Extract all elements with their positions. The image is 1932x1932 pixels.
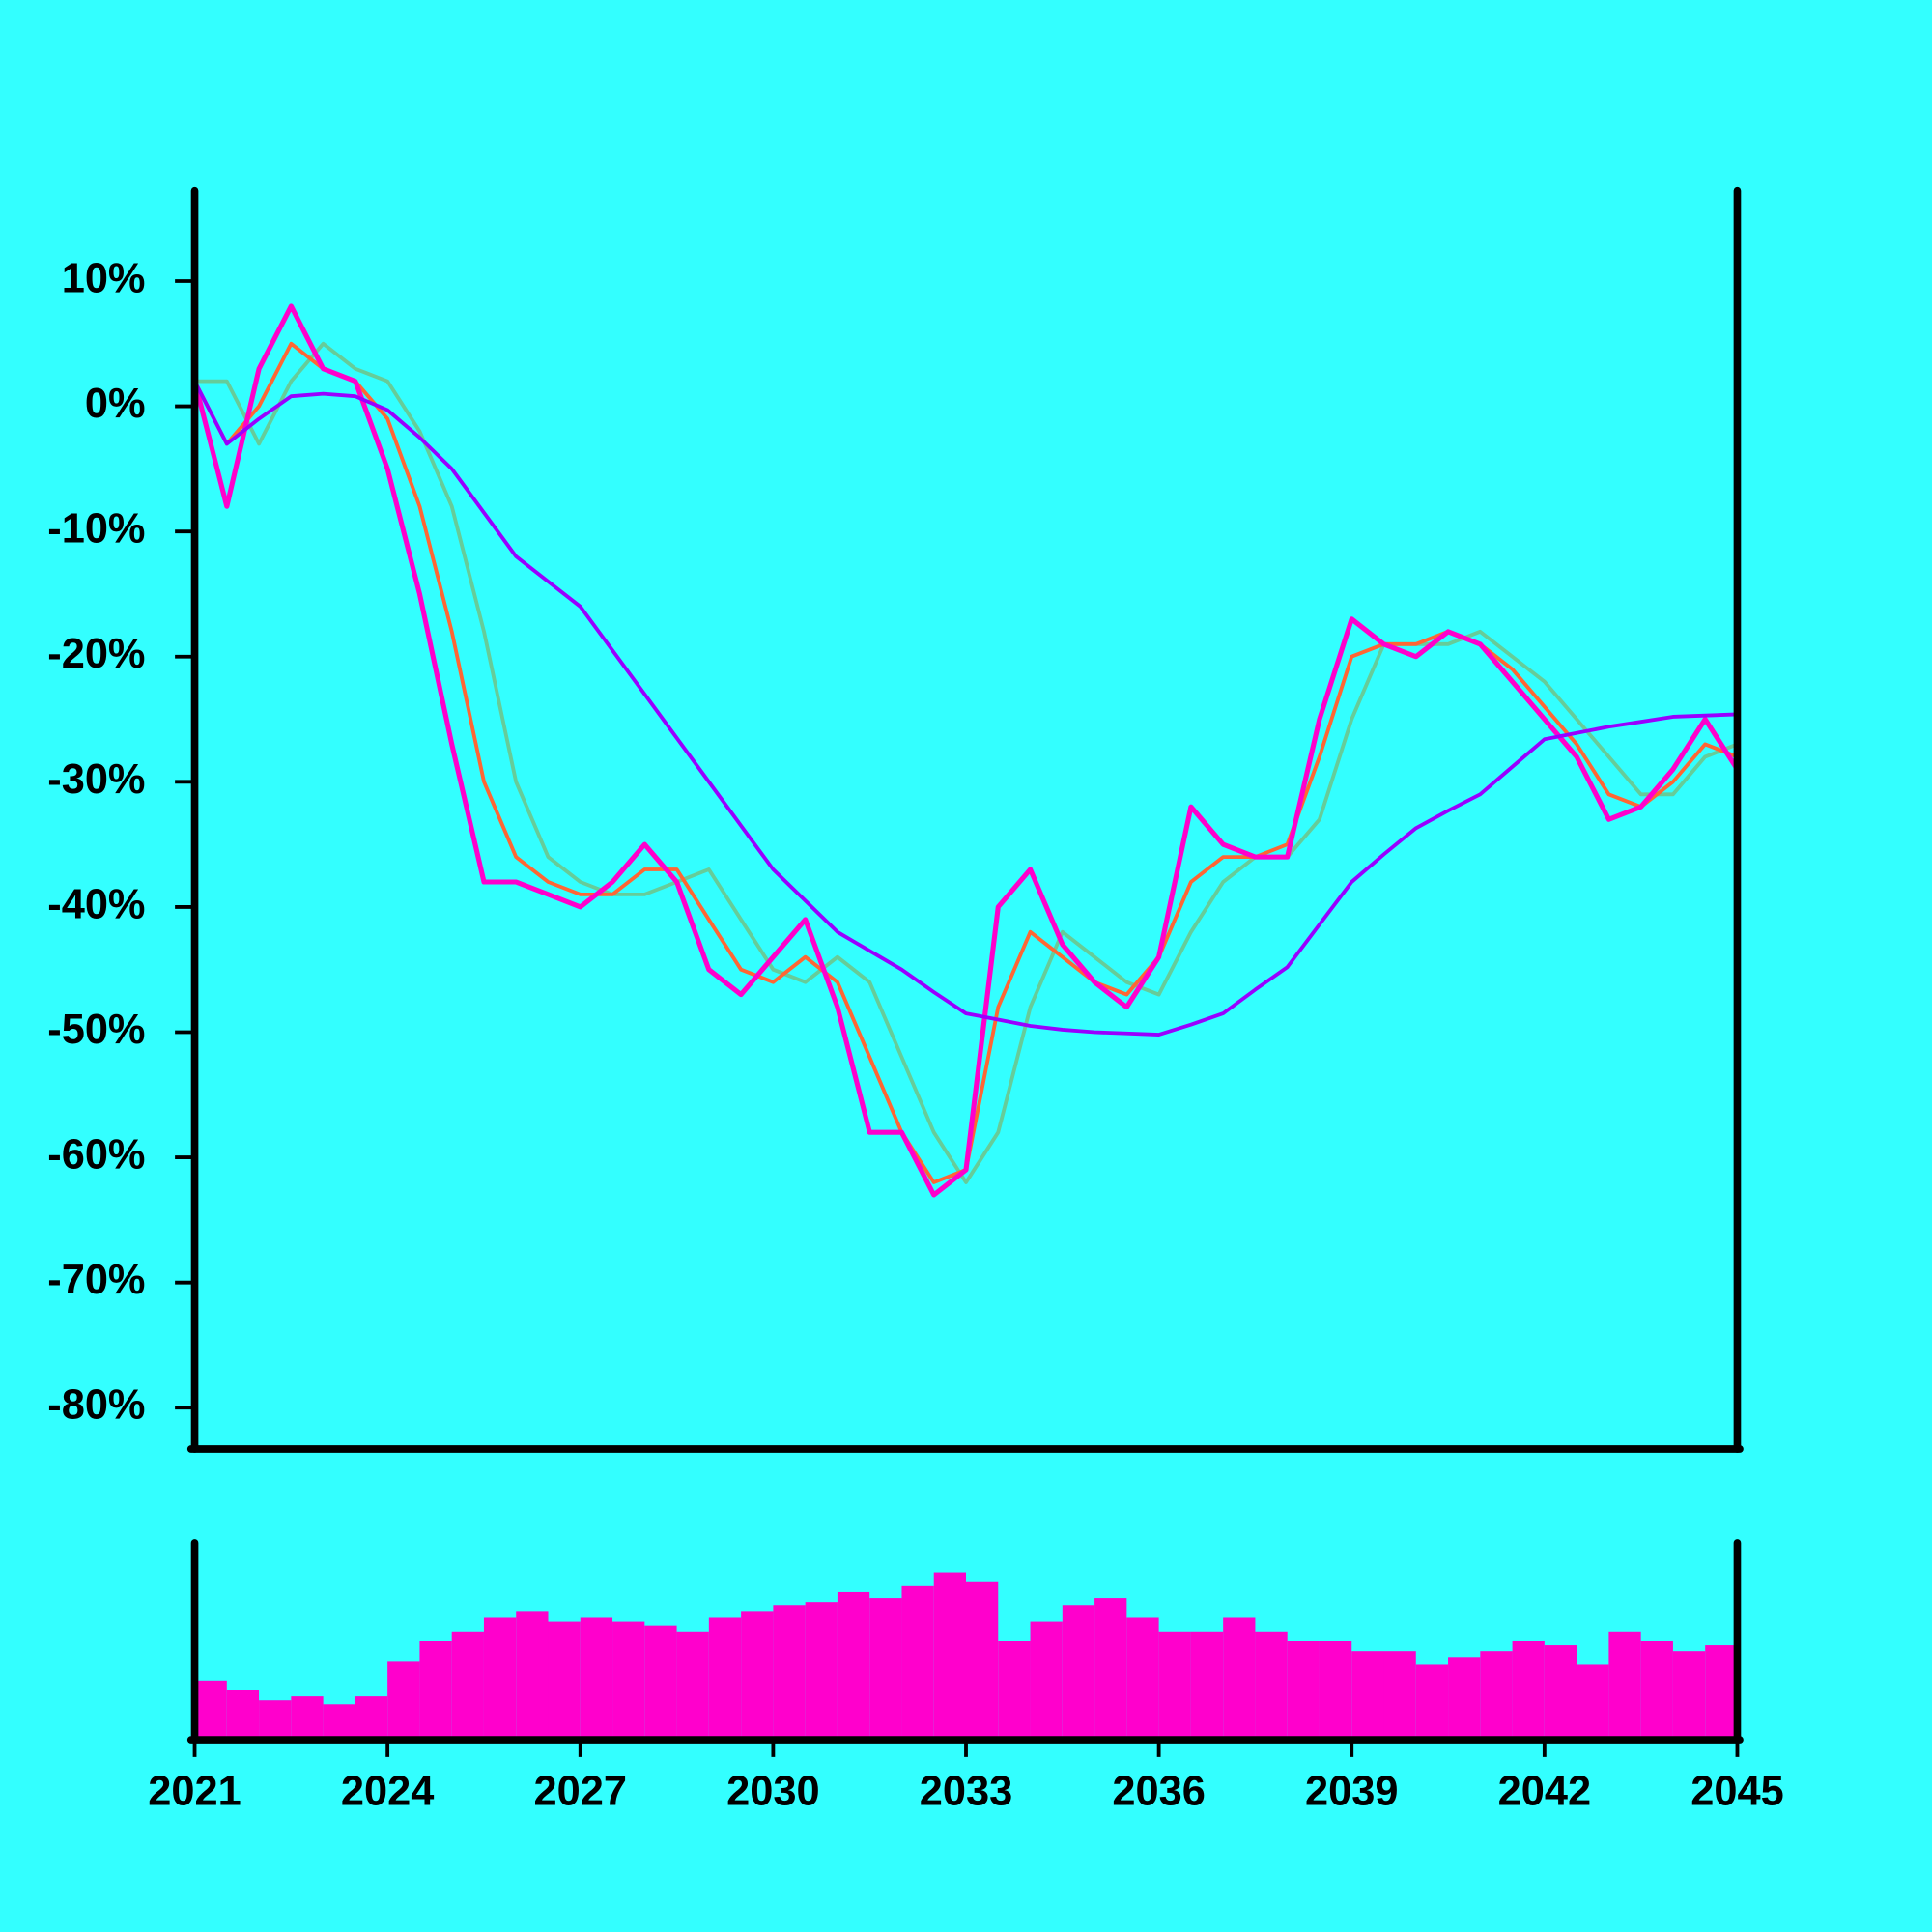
y-tick-label: -60% xyxy=(47,1132,145,1179)
volume-bar xyxy=(1608,1631,1641,1741)
volume-bar xyxy=(901,1585,934,1741)
volume-bar xyxy=(1190,1631,1224,1741)
volume-bar xyxy=(1126,1617,1159,1741)
x-tick-label: 2027 xyxy=(534,1769,627,1815)
volume-bar xyxy=(355,1696,388,1741)
volume-bar xyxy=(194,1680,227,1741)
x-tick-label: 2021 xyxy=(148,1769,241,1815)
volume-bar xyxy=(387,1661,420,1741)
volume-bar xyxy=(483,1617,517,1741)
price-panel: 10% 0% -10% -20% -30% -40% -50% -60% -70% -80% xyxy=(47,255,1740,1429)
x-tick-label: 2024 xyxy=(341,1769,434,1815)
y-tick-label: -70% xyxy=(47,1257,145,1303)
volume-bar xyxy=(1448,1657,1481,1741)
series-line xyxy=(192,341,1739,1184)
volume-bar xyxy=(516,1611,549,1741)
volume-bar xyxy=(1480,1651,1513,1741)
volume-bar xyxy=(291,1696,324,1741)
volume-bar xyxy=(259,1700,292,1741)
x-tick-label: 2033 xyxy=(920,1769,1012,1815)
volume-bar xyxy=(323,1704,355,1741)
volume-bar xyxy=(1062,1605,1095,1741)
series-line xyxy=(194,341,1739,1184)
volume-bar xyxy=(1351,1651,1384,1741)
volume-bar xyxy=(1512,1640,1545,1741)
y-tick-label: -50% xyxy=(47,1007,145,1053)
volume-bar xyxy=(1383,1651,1416,1741)
volume-bar xyxy=(1030,1621,1063,1741)
y-tick-label: -10% xyxy=(47,506,145,553)
volume-bar xyxy=(1287,1640,1320,1741)
volume-bar xyxy=(1158,1631,1191,1741)
volume-bar xyxy=(548,1621,581,1741)
volume-bar xyxy=(773,1605,806,1741)
volume-bar xyxy=(966,1581,999,1741)
volume-bar xyxy=(612,1621,645,1741)
y-tick-label: -80% xyxy=(47,1382,145,1429)
volume-bar xyxy=(644,1625,677,1741)
volume-bar xyxy=(226,1690,260,1741)
volume-bar xyxy=(1577,1664,1609,1741)
volume-bar xyxy=(933,1572,966,1741)
x-tick-label: 2045 xyxy=(1690,1769,1783,1815)
volume-bar xyxy=(1223,1617,1256,1741)
volume-bar xyxy=(676,1631,709,1741)
volume-bar xyxy=(805,1602,838,1741)
volume-bar xyxy=(837,1591,870,1741)
volume-bar xyxy=(998,1640,1031,1741)
y-tick-label: -40% xyxy=(47,881,145,927)
volume-bar xyxy=(741,1611,774,1741)
volume-bar xyxy=(1094,1598,1127,1741)
series-line xyxy=(192,380,1738,1037)
volume-bar xyxy=(1255,1631,1288,1741)
y-tick-label: -30% xyxy=(47,756,145,803)
volume-bar xyxy=(1544,1645,1577,1741)
volume-bar xyxy=(580,1617,613,1741)
volume-bar xyxy=(1672,1651,1706,1741)
volume-bar xyxy=(419,1640,452,1741)
y-tick-label: -20% xyxy=(47,631,145,677)
series-line xyxy=(192,303,1740,1198)
x-tick-label: 2039 xyxy=(1305,1769,1398,1815)
volume-bar xyxy=(708,1617,742,1741)
volume-bar xyxy=(1705,1645,1738,1741)
x-tick-label: 2042 xyxy=(1498,1769,1591,1815)
volume-bar xyxy=(869,1598,902,1741)
x-tick-label: 2036 xyxy=(1112,1769,1205,1815)
x-tick-label: 2030 xyxy=(726,1769,819,1815)
volume-bar xyxy=(1415,1664,1449,1741)
volume-bar xyxy=(1319,1640,1352,1741)
y-tick-label: 0% xyxy=(85,381,146,427)
y-tick-label: 10% xyxy=(62,255,146,301)
axes xyxy=(186,186,1744,1744)
volume-panel: 2021 2024 2027 2030 2033 2036 2039 2042 2045 xyxy=(148,1572,1784,1815)
volume-bar xyxy=(451,1631,484,1741)
volume-bar xyxy=(1640,1640,1673,1741)
